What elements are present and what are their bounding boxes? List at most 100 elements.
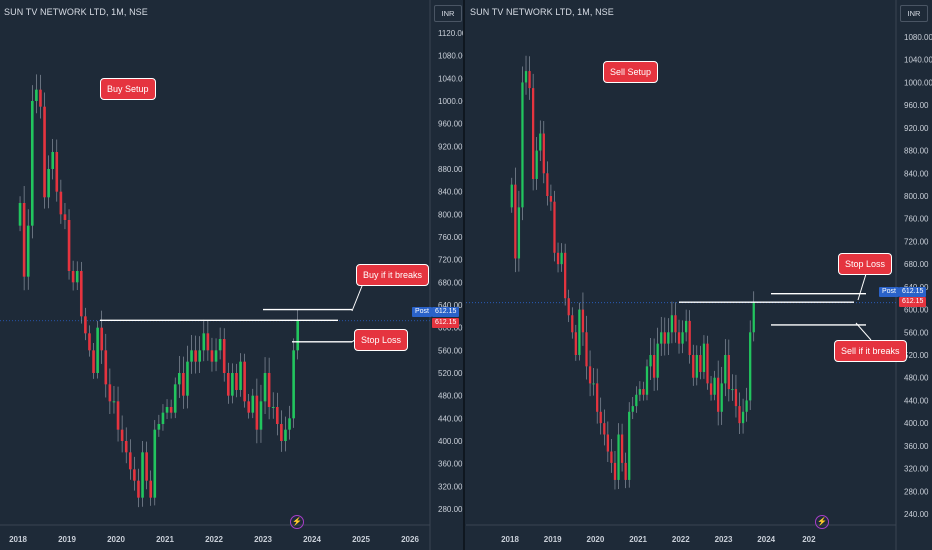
candle-body: [521, 82, 524, 208]
candle-body: [198, 350, 202, 362]
candle-body: [26, 225, 30, 277]
y-tick-label: 480.00: [904, 374, 929, 383]
candle-body: [617, 434, 620, 480]
candle-body: [542, 133, 545, 174]
x-tick-label: 2020: [587, 535, 605, 544]
candle-body: [177, 373, 181, 385]
candle-body: [692, 355, 695, 378]
lightning-icon-right[interactable]: ⚡: [815, 515, 829, 529]
candle-body: [564, 252, 567, 299]
candle-body: [108, 384, 112, 402]
candle-body: [642, 389, 645, 395]
y-tick-label: 840.00: [904, 169, 929, 178]
y-tick-label: 600.00: [438, 324, 463, 333]
y-tick-label: 520.00: [904, 351, 929, 360]
candle-body: [720, 383, 723, 412]
candle-body: [137, 480, 140, 498]
candlestick-chart-right[interactable]: 1080.00 1040.00 1000.00 960.00 920.00 880.00 8…: [466, 0, 932, 550]
y-tick-label: 800.00: [438, 210, 463, 219]
x-tick-label: 2018: [501, 535, 519, 544]
candle-body: [39, 89, 42, 107]
candle-body: [169, 407, 173, 413]
candle-body: [43, 106, 46, 198]
candle-body: [660, 332, 663, 344]
candle-body: [239, 361, 242, 390]
y-tick-label: 1080.00: [438, 52, 463, 61]
y-tick-label: 720.00: [438, 256, 463, 265]
candle-body: [635, 394, 638, 407]
candle-body: [674, 315, 677, 333]
candle-body: [263, 373, 267, 402]
candle-body: [713, 377, 716, 395]
last-price-chip-right-2: 612.15: [899, 297, 927, 307]
buy-setup-label: Buy Setup: [100, 78, 156, 100]
sell-trigger-label: Sell if it breaks: [834, 340, 907, 362]
y-tick-label: 840.00: [438, 188, 463, 197]
callout-pointer: [855, 322, 872, 341]
candle-body: [749, 332, 752, 401]
y-tick-label: 280.00: [904, 487, 929, 496]
candle-body: [717, 377, 720, 412]
candle-body: [124, 441, 128, 453]
candle-body: [645, 366, 649, 395]
candle-body: [741, 411, 745, 424]
candle-body: [288, 418, 291, 430]
x-tick-label: 2019: [544, 535, 562, 544]
y-tick-label: 1000.00: [904, 78, 932, 87]
x-tick-label: 2024: [303, 535, 321, 544]
lightning-icon-left[interactable]: ⚡: [290, 515, 304, 529]
chart-panel-left[interactable]: 1120.00 1080.00 1040.00 1000.00 960.00 920.00…: [0, 0, 465, 550]
candle-body: [292, 350, 295, 419]
y-tick-label: 960.00: [904, 101, 929, 110]
candle-body: [271, 407, 275, 408]
candle-body: [677, 332, 681, 344]
candle-body: [606, 434, 609, 452]
candle-body: [190, 350, 193, 362]
candle-body: [71, 271, 75, 283]
candle-body: [652, 355, 656, 378]
candle-body: [581, 309, 585, 333]
y-tick-label: 1000.00: [438, 97, 463, 106]
y-tick-label: 520.00: [438, 369, 463, 378]
candle-body: [556, 252, 560, 265]
candle-body: [47, 169, 50, 198]
candle-body: [100, 327, 104, 351]
post-chip-right: Post: [879, 287, 900, 297]
candle-body: [553, 201, 556, 253]
candle-body: [55, 152, 59, 192]
chart-panel-right[interactable]: 1080.00 1040.00 1000.00 960.00 920.00 880.00 8…: [466, 0, 932, 550]
y-tick-label: 800.00: [904, 192, 929, 201]
candle-body: [153, 429, 157, 498]
y-tick-label: 880.00: [904, 147, 929, 156]
candle-body: [684, 320, 688, 333]
candle-body: [267, 373, 271, 407]
y-tick-label: 760.00: [904, 215, 929, 224]
candle-body: [695, 355, 698, 378]
candle-body: [231, 373, 234, 396]
currency-chip-right[interactable]: INR: [900, 5, 928, 22]
y-tick-label: 760.00: [438, 233, 463, 242]
last-price-chip-right-1: 612.15: [899, 287, 927, 297]
candle-body: [222, 339, 226, 373]
y-tick-label: 440.00: [904, 396, 929, 405]
candle-body: [567, 298, 570, 316]
candle-body: [84, 316, 87, 334]
candle-body: [112, 401, 116, 403]
candle-body: [724, 355, 727, 384]
currency-chip-left[interactable]: INR: [434, 5, 462, 22]
x-tick-label: 2022: [672, 535, 690, 544]
x-tick-label: 2018: [9, 535, 27, 544]
candle-body: [688, 320, 691, 355]
stop-loss-label-left: Stop Loss: [354, 329, 409, 351]
candle-body: [251, 395, 255, 413]
candle-body: [517, 207, 521, 259]
y-tick-label: 280.00: [438, 505, 463, 514]
x-tick-label: 2023: [715, 535, 733, 544]
candle-body: [638, 389, 642, 395]
y-tick-label: 240.00: [904, 510, 929, 519]
candle-body: [510, 184, 513, 208]
price-axis: [896, 0, 932, 550]
candle-body: [571, 315, 574, 333]
y-tick-label: 480.00: [438, 392, 463, 401]
candlestick-chart-left[interactable]: 1120.00 1080.00 1040.00 1000.00 960.00 920.00…: [0, 0, 463, 550]
